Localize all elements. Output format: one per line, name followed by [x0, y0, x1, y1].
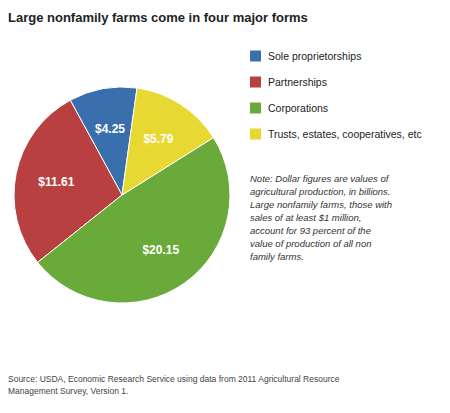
legend-label: Partnerships — [268, 76, 327, 88]
chart: Large nonfamily farms come in four major… — [0, 0, 450, 413]
legend-swatch — [250, 51, 261, 62]
legend-label: Trusts, estates, cooperatives, etc — [268, 128, 422, 140]
data-label: $5.79 — [143, 132, 173, 146]
data-labels: $4.25 $11.61 $20.15 $5.79 — [38, 122, 179, 256]
legend-swatch — [250, 103, 261, 114]
data-label: $11.61 — [38, 175, 74, 189]
source: Source: USDA, Economic Research Service … — [8, 374, 340, 396]
legend: Sole proprietorships Partnerships Corporat… — [250, 50, 422, 140]
legend-label: Corporations — [268, 102, 328, 114]
pie — [14, 87, 230, 303]
legend-label: Sole proprietorships — [268, 50, 361, 62]
data-label: $4.25 — [95, 122, 125, 136]
data-label: $20.15 — [142, 243, 179, 257]
legend-swatch — [250, 129, 261, 140]
legend-swatch — [250, 77, 261, 88]
title: Large nonfamily farms come in four major… — [8, 10, 308, 25]
note: Note: Dollar figures are values ofagricu… — [250, 173, 392, 262]
slice — [122, 88, 213, 195]
